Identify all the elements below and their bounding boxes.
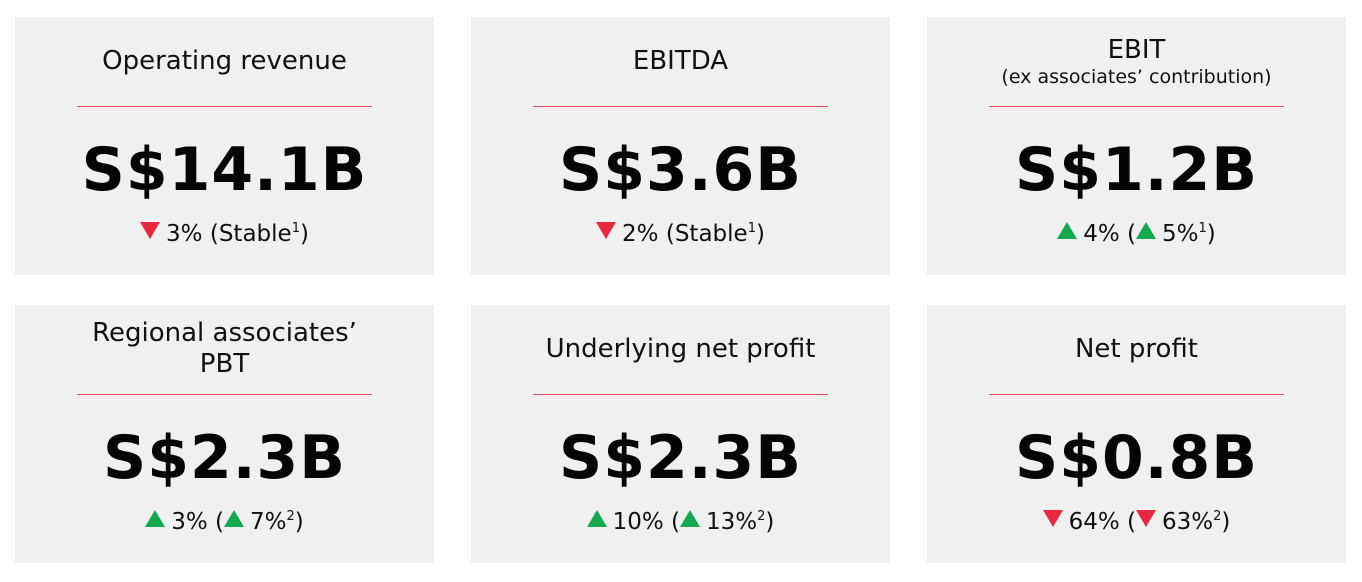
paren-open: ( xyxy=(658,221,675,247)
paren-open: ( xyxy=(207,509,225,535)
card-value: S$2.3B xyxy=(103,423,346,493)
paren-close: ) xyxy=(299,221,309,247)
kpi-card-ebit: EBIT (ex associates’ contribution) S$1.2… xyxy=(927,17,1346,275)
down-arrow-icon xyxy=(140,222,161,239)
paren-close: ) xyxy=(765,509,775,535)
card-title: EBIT (ex associates’ contribution) xyxy=(927,17,1346,105)
kpi-card-underlying-net-profit: Underlying net profit S$2.3B 10% (13%2) xyxy=(471,305,890,563)
footnote-marker: 2 xyxy=(757,509,766,524)
change-note: 5% xyxy=(1162,221,1199,247)
card-value: S$14.1B xyxy=(81,135,368,205)
kpi-card-ebitda: EBITDA S$3.6B 2% (Stable1) xyxy=(471,17,890,275)
card-divider xyxy=(533,106,828,107)
change-value: 3% xyxy=(171,509,208,535)
card-title: EBITDA xyxy=(471,17,890,105)
kpi-card-net-profit: Net profit S$0.8B 64% (63%2) xyxy=(927,305,1346,563)
down-arrow-icon xyxy=(596,222,617,239)
kpi-card-regional-associates-pbt: Regional associates’ PBT S$2.3B 3% (7%2) xyxy=(15,305,434,563)
footnote-marker: 1 xyxy=(291,221,300,236)
footnote-marker: 2 xyxy=(286,509,295,524)
card-change: 4% (5%1) xyxy=(927,219,1346,249)
card-value: S$3.6B xyxy=(559,135,802,205)
card-title: Operating revenue xyxy=(15,17,434,105)
card-title-text: EBIT xyxy=(1107,34,1166,65)
card-divider xyxy=(989,394,1284,395)
up-arrow-icon xyxy=(1057,222,1078,239)
up-arrow-icon xyxy=(586,510,607,527)
change-value: 3% xyxy=(166,221,203,247)
down-arrow-icon xyxy=(1042,510,1063,527)
card-change: 3% (7%2) xyxy=(15,507,434,537)
card-title-text: Net profit xyxy=(1074,333,1198,364)
card-change: 3% (Stable1) xyxy=(15,219,434,249)
change-value: 2% xyxy=(622,221,659,247)
change-note: Stable xyxy=(674,221,748,247)
card-title-text: Underlying net profit xyxy=(545,333,816,364)
up-arrow-icon xyxy=(145,510,166,527)
change-value: 10% xyxy=(612,509,664,535)
up-arrow-icon xyxy=(1136,222,1157,239)
card-divider xyxy=(533,394,828,395)
card-value: S$2.3B xyxy=(559,423,802,493)
up-arrow-icon xyxy=(680,510,701,527)
change-note: 7% xyxy=(250,509,287,535)
paren-close: ) xyxy=(1221,509,1231,535)
footnote-marker: 2 xyxy=(1213,509,1222,524)
card-divider xyxy=(989,106,1284,107)
down-arrow-icon xyxy=(1136,510,1157,527)
paren-close: ) xyxy=(1206,221,1216,247)
card-title-text: Regional associates’ PBT xyxy=(92,318,357,379)
up-arrow-icon xyxy=(224,510,245,527)
card-change: 2% (Stable1) xyxy=(471,219,890,249)
change-note: Stable xyxy=(218,221,292,247)
card-value: S$0.8B xyxy=(1015,423,1258,493)
card-title-text: EBITDA xyxy=(632,45,729,76)
card-title: Net profit xyxy=(927,305,1346,393)
paren-close: ) xyxy=(755,221,765,247)
card-subtitle: (ex associates’ contribution) xyxy=(1001,65,1272,88)
card-change: 64% (63%2) xyxy=(927,507,1346,537)
footnote-marker: 1 xyxy=(1198,221,1207,236)
card-divider xyxy=(77,106,372,107)
change-note: 63% xyxy=(1162,509,1214,535)
card-divider xyxy=(77,394,372,395)
change-value: 64% xyxy=(1068,509,1120,535)
card-title: Underlying net profit xyxy=(471,305,890,393)
footnote-marker: 1 xyxy=(747,221,756,236)
kpi-grid: Operating revenue S$14.1B 3% (Stable1) E… xyxy=(15,17,1346,563)
paren-open: ( xyxy=(1119,509,1137,535)
card-title-text: Operating revenue xyxy=(102,45,347,76)
card-change: 10% (13%2) xyxy=(471,507,890,537)
paren-open: ( xyxy=(663,509,681,535)
paren-open: ( xyxy=(1119,221,1137,247)
kpi-card-operating-revenue: Operating revenue S$14.1B 3% (Stable1) xyxy=(15,17,434,275)
card-value: S$1.2B xyxy=(1015,135,1258,205)
change-value: 4% xyxy=(1083,221,1120,247)
paren-close: ) xyxy=(294,509,304,535)
card-title: Regional associates’ PBT xyxy=(15,305,434,393)
paren-open: ( xyxy=(202,221,219,247)
change-note: 13% xyxy=(706,509,758,535)
